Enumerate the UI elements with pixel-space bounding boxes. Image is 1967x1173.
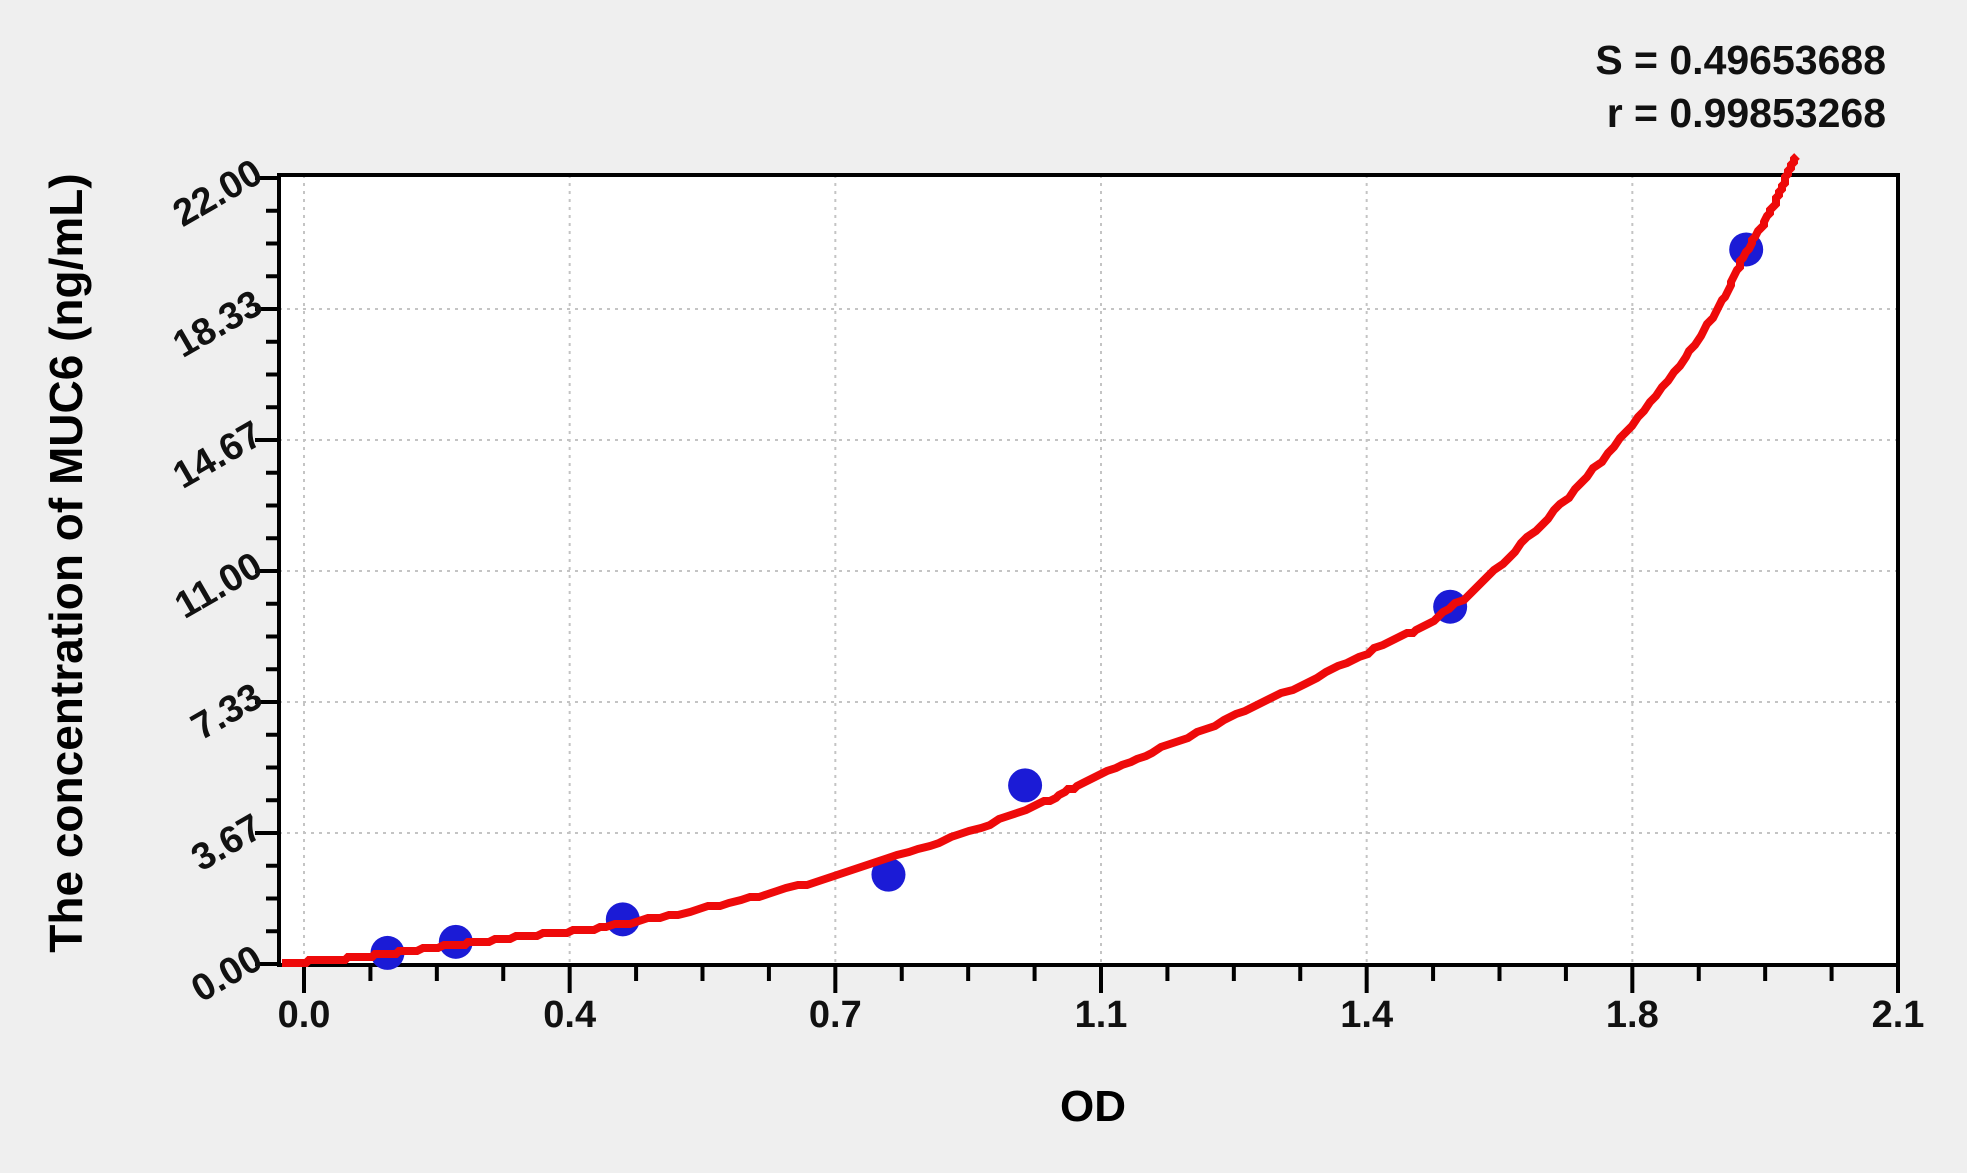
data-point <box>1008 768 1043 803</box>
y-axis-title: The concentration of MUC6 (ng/mL) <box>40 173 92 953</box>
x-tick-label: 1.1 <box>1075 994 1128 1036</box>
y-tick-label: 22.00 <box>166 151 269 235</box>
fit-s-value: S = 0.49653688 <box>1595 37 1886 83</box>
x-axis-title: OD <box>1060 1082 1126 1131</box>
y-tick-label: 18.33 <box>166 282 269 366</box>
fitted-curve <box>282 153 1800 967</box>
y-tick-label: 3.67 <box>184 806 269 879</box>
y-tick-label: 0.00 <box>184 937 269 1010</box>
x-tick-label: 1.8 <box>1606 994 1659 1036</box>
x-tick-label: 2.1 <box>1872 994 1925 1036</box>
x-tick-label: 0.7 <box>809 994 862 1036</box>
gridlines <box>279 175 1898 965</box>
x-tick-label: 1.4 <box>1340 994 1393 1036</box>
fit-statistics: S = 0.49653688 r = 0.99853268 <box>1595 34 1886 140</box>
x-tick-label: 0.4 <box>543 994 596 1036</box>
x-tick-label: 0.0 <box>278 994 331 1036</box>
y-tick-label: 7.33 <box>184 675 269 748</box>
fit-r-value: r = 0.99853268 <box>1606 90 1886 136</box>
y-tick-label: 14.67 <box>166 413 269 497</box>
plot-frame <box>277 173 1900 967</box>
data-point <box>871 857 906 892</box>
y-tick-label: 11.00 <box>168 544 270 627</box>
